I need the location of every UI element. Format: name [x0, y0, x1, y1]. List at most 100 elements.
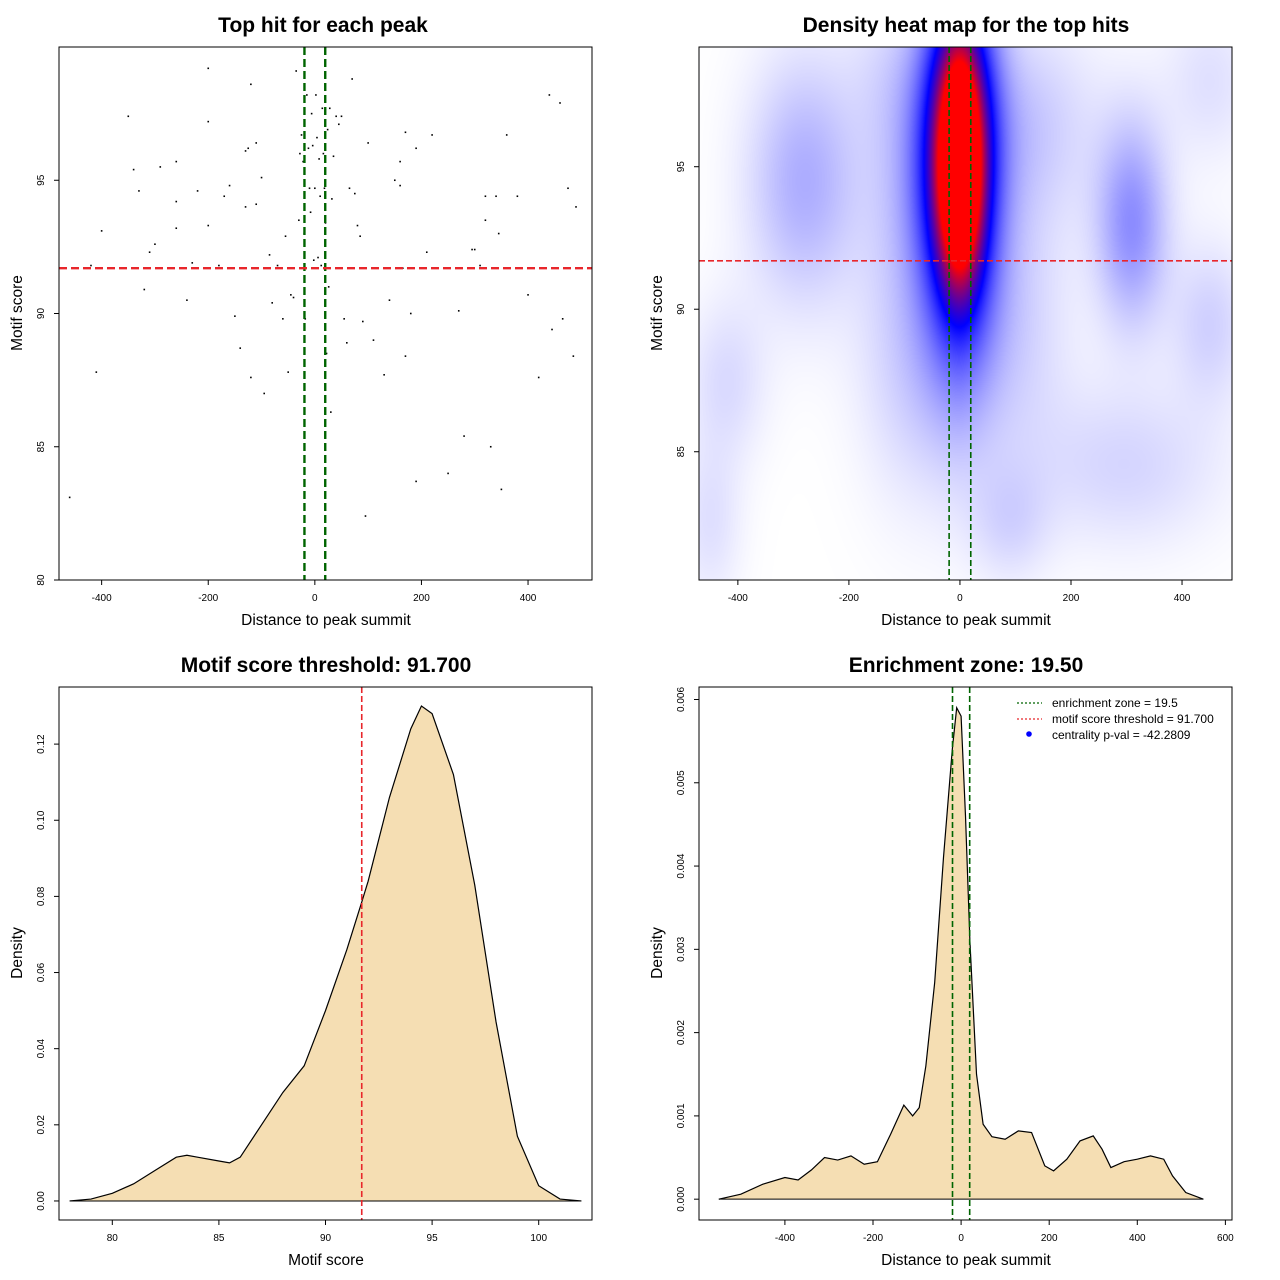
scatter-point	[457, 310, 460, 312]
distance-density-xtick-label: -200	[863, 1233, 883, 1244]
scatter-point	[247, 147, 250, 150]
scatter-point	[495, 195, 497, 198]
distance-density-ytick-label: 0.001	[676, 1103, 687, 1128]
scatter-point	[331, 198, 333, 200]
distance-density-xlabel: Distance to peak summit	[881, 1252, 1051, 1269]
scatter-point	[228, 184, 231, 187]
scatter-point	[186, 299, 188, 301]
scatter-point	[317, 256, 319, 259]
scatter-point	[244, 206, 247, 208]
scatter-xtick-label: -200	[198, 593, 218, 604]
scatter-point	[268, 254, 271, 256]
score-density-xtick-label: 80	[107, 1233, 119, 1244]
scatter-point	[484, 195, 487, 198]
scatter-point	[175, 227, 178, 230]
distance-density-ytick-label: 0.000	[676, 1186, 687, 1211]
scatter-point	[284, 235, 287, 238]
scatter-point	[295, 70, 297, 72]
scatter-point	[310, 112, 313, 115]
scatter-point	[404, 355, 407, 357]
scatter-point	[404, 131, 407, 134]
scatter-point	[95, 371, 98, 373]
scatter-point	[415, 147, 417, 150]
heatmap-title: Density heat map for the top hits	[803, 14, 1130, 37]
score-density-panel: Motif score threshold: 91.700 Motif scor…	[9, 654, 593, 1269]
scatter-point	[250, 83, 252, 86]
score-density-density-curve	[69, 705, 582, 1202]
scatter-point	[372, 339, 375, 341]
scatter-point	[159, 166, 162, 168]
distance-density-ylabel: Density	[649, 927, 666, 979]
heatmap-ytick-label: 90	[676, 303, 687, 315]
scatter-point	[207, 67, 210, 70]
scatter-ytick-label: 85	[36, 441, 47, 453]
legend-threshold-label: motif score threshold = 91.700	[1052, 712, 1214, 726]
scatter-point	[311, 144, 314, 147]
scatter-point	[127, 115, 130, 118]
scatter-point	[207, 224, 210, 227]
scatter-point	[399, 184, 401, 187]
heatmap-xtick-label: 400	[1174, 593, 1191, 604]
scatter-xtick-label: 400	[520, 593, 537, 604]
scatter-point	[327, 286, 330, 288]
scatter-point	[425, 251, 428, 254]
scatter-point	[500, 488, 503, 491]
scatter-point	[537, 376, 540, 379]
distance-density-density-curve	[718, 705, 1204, 1200]
legend-centrality-label: centrality p-val = -42.2809	[1052, 728, 1191, 742]
scatter-point	[132, 168, 135, 171]
distance-density-ytick-label: 0.004	[676, 853, 687, 878]
scatter-point	[319, 195, 321, 198]
scatter-xtick-label: 200	[413, 593, 430, 604]
scatter-point	[315, 94, 317, 96]
scatter-point	[263, 392, 266, 395]
heatmap-xtick-label: 0	[957, 593, 963, 604]
scatter-point	[323, 187, 326, 190]
scatter-point	[393, 179, 396, 182]
heatmap-xtick-label: -200	[839, 593, 859, 604]
scatter-point	[572, 355, 575, 357]
heatmap-ytick-label: 95	[676, 161, 687, 173]
scatter-point	[90, 264, 92, 267]
distance-density-xtick-label: -400	[775, 1233, 795, 1244]
score-density-frame	[58, 686, 593, 1221]
score-density-xtick-label: 90	[320, 1233, 332, 1244]
score-density-xtick-label: 100	[530, 1233, 547, 1244]
scatter-point	[505, 134, 508, 136]
scatter-point	[447, 472, 449, 475]
scatter-point	[367, 142, 369, 144]
scatter-point	[335, 115, 337, 118]
scatter-point	[175, 200, 178, 203]
heatmap-density-image	[699, 47, 1232, 580]
distance-density-xtick-label: 400	[1129, 1233, 1146, 1244]
scatter-xtick-label: 0	[312, 593, 318, 604]
scatter-point	[316, 136, 318, 139]
legend: enrichment zone = 19.5 motif score thres…	[1017, 696, 1214, 742]
scatter-point	[321, 107, 324, 110]
scatter-point	[312, 259, 315, 261]
legend-centrality-dot	[1026, 731, 1032, 737]
heatmap-xlabel: Distance to peak summit	[881, 612, 1051, 629]
scatter-point	[479, 264, 481, 267]
scatter-xtick-label: -400	[92, 593, 112, 604]
scatter-point	[559, 102, 561, 104]
legend-enrichment-label: enrichment zone = 19.5	[1052, 696, 1178, 710]
scatter-point	[218, 264, 220, 267]
scatter-point	[463, 435, 465, 437]
scatter-point	[302, 160, 304, 163]
distance-density-area-fill	[718, 707, 1204, 1200]
score-density-ylabel: Density	[9, 927, 26, 979]
scatter-point	[340, 115, 343, 118]
scatter-point	[292, 296, 295, 299]
scatter-point	[255, 142, 258, 144]
scatter-point	[307, 147, 310, 150]
distance-density-ytick-label: 0.005	[676, 770, 687, 795]
distance-density-panel: Enrichment zone: 19.50 Distance to peak …	[649, 654, 1234, 1269]
scatter-point	[364, 515, 367, 517]
scatter-point	[567, 187, 569, 190]
scatter-point	[356, 224, 359, 227]
score-density-area-fill	[69, 706, 582, 1201]
scatter-point	[300, 134, 303, 136]
score-density-xtick-label: 95	[427, 1233, 439, 1244]
scatter-point	[298, 219, 300, 222]
